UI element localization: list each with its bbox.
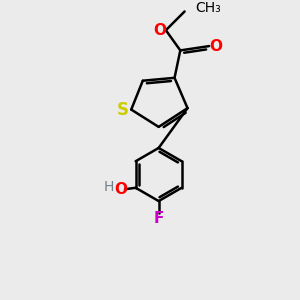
Text: O: O — [153, 23, 166, 38]
Text: CH₃: CH₃ — [196, 1, 221, 15]
Text: S: S — [117, 100, 129, 118]
Text: O: O — [209, 39, 222, 54]
Text: H: H — [103, 180, 114, 194]
Text: O: O — [114, 182, 127, 197]
Text: F: F — [154, 211, 164, 226]
